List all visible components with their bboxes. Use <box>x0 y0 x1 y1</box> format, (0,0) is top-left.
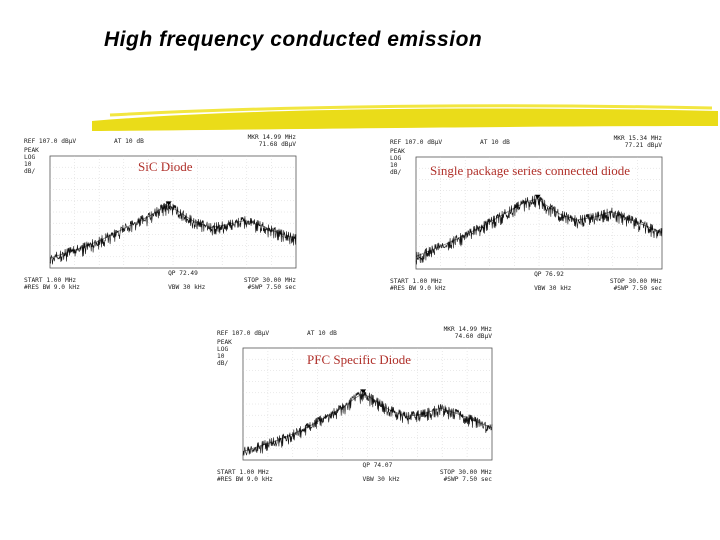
scale-label-0: PEAK <box>24 147 39 154</box>
scale-label-1: LOG <box>217 346 228 353</box>
stop-frequency: STOP 30.00 MHz <box>610 278 662 285</box>
spectrum-panel-series: REF 107.0 dBµV AT 10 dB MKR 15.34 MHz 77.21… <box>390 135 670 292</box>
ref-level: REF 107.0 dBµV <box>217 330 269 337</box>
start-frequency: START 1.00 MHz <box>24 277 76 284</box>
stop-frequency: STOP 30.00 MHz <box>244 277 296 284</box>
series-label: SiC Diode <box>138 159 193 174</box>
qp-value: QP 74.07 <box>363 462 393 469</box>
ref-level: REF 107.0 dBµV <box>24 138 76 145</box>
attenuation: AT 10 dB <box>480 139 510 146</box>
scale-label-2: 10 <box>24 161 32 168</box>
spectrum-svg-series: REF 107.0 dBµV AT 10 dB MKR 15.34 MHz77.21… <box>390 135 663 292</box>
marker-frequency: MKR 14.99 MHz <box>444 326 493 333</box>
spectrum-envelope <box>415 198 663 257</box>
peak-marker <box>165 201 172 206</box>
scale-label-3: dB/ <box>390 169 401 176</box>
spectrum-svg-sic: REF 107.0 dBµV AT 10 dB MKR 14.99 MHz71.68… <box>24 134 297 291</box>
stop-frequency: STOP 30.00 MHz <box>440 469 492 476</box>
marker-level: 77.21 dBµV <box>625 142 663 149</box>
spectrum-svg-pfc: REF 107.0 dBµV AT 10 dB MKR 14.99 MHz74.60… <box>217 326 493 483</box>
resolution-bandwidth: #RES BW 9.0 kHz <box>24 284 80 291</box>
spectrum-panel-pfc: REF 107.0 dBµV AT 10 dB MKR 14.99 MHz 74.60… <box>217 326 500 485</box>
peak-marker <box>360 389 367 394</box>
spectrum-trace <box>415 194 663 265</box>
scale-label-3: dB/ <box>217 360 228 367</box>
ref-level: REF 107.0 dBµV <box>390 139 442 146</box>
spectrum-envelope <box>242 392 493 453</box>
qp-value: QP 76.92 <box>534 271 564 278</box>
resolution-bandwidth: #RES BW 9.0 kHz <box>390 285 446 292</box>
sweep-time: #SWP 7.50 sec <box>248 284 297 291</box>
scale-label-0: PEAK <box>217 339 232 346</box>
scale-label-1: LOG <box>24 154 35 161</box>
qp-value: QP 72.49 <box>168 270 198 277</box>
attenuation: AT 10 dB <box>114 138 144 145</box>
spectrum-panel-sic: REF 107.0 dBµV AT 10 dB MKR 14.99 MHz 71.68… <box>24 134 304 291</box>
marker-frequency: MKR 15.34 MHz <box>614 135 663 142</box>
scale-label-2: 10 <box>390 162 398 169</box>
peak-marker <box>534 194 541 199</box>
start-frequency: START 1.00 MHz <box>390 278 442 285</box>
video-bandwidth: VBW 30 kHz <box>363 476 401 483</box>
series-label: Single package series connected diode <box>430 163 630 178</box>
resolution-bandwidth: #RES BW 9.0 kHz <box>217 476 273 483</box>
marker-level: 71.68 dBµV <box>259 141 297 148</box>
scale-label-1: LOG <box>390 155 401 162</box>
scale-label-0: PEAK <box>390 148 405 155</box>
scale-label-3: dB/ <box>24 168 35 175</box>
marker-frequency: MKR 14.99 MHz <box>248 134 297 141</box>
attenuation: AT 10 dB <box>307 330 337 337</box>
video-bandwidth: VBW 30 kHz <box>168 284 206 291</box>
series-label: PFC Specific Diode <box>307 352 411 367</box>
marker-level: 74.60 dBµV <box>455 333 493 340</box>
sweep-time: #SWP 7.50 sec <box>614 285 663 292</box>
video-bandwidth: VBW 30 kHz <box>534 285 572 292</box>
start-frequency: START 1.00 MHz <box>217 469 269 476</box>
spectrum-envelope <box>49 204 297 259</box>
scale-label-2: 10 <box>217 353 225 360</box>
sweep-time: #SWP 7.50 sec <box>444 476 493 483</box>
slide-title: High frequency conducted emission <box>104 28 483 51</box>
